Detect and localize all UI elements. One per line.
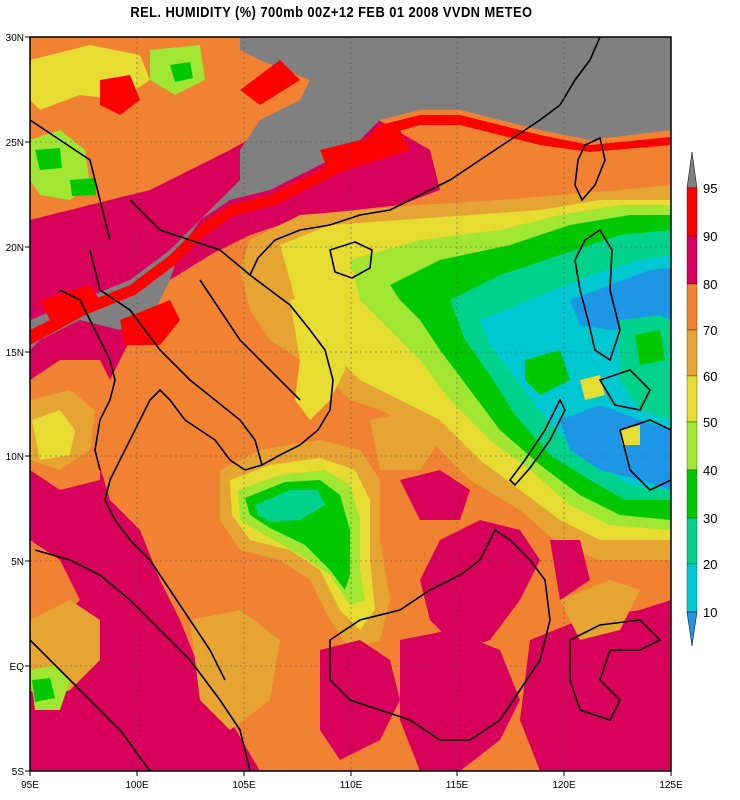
legend-label: 30 <box>703 511 717 526</box>
mindanao-coast <box>619 419 671 491</box>
lon-label: 95E <box>21 780 39 791</box>
field-30-40 <box>35 148 62 170</box>
field-90-95 <box>120 300 180 345</box>
borneo-coast <box>329 528 551 741</box>
legend-swatch-above-95 <box>686 151 698 189</box>
field-90-95 <box>240 60 300 105</box>
page-title: REL. HUMIDITY (%) 700mb 00Z+12 FEB 01 20… <box>130 4 533 21</box>
lon-label: 105E <box>232 780 256 791</box>
legend-swatch-20-30 <box>686 517 698 565</box>
country-border <box>199 279 301 401</box>
legend-swatch-40-50 <box>686 421 698 471</box>
field-60-70 <box>190 610 280 730</box>
lat-label: 25N <box>6 138 24 149</box>
legend-label: 40 <box>703 463 717 478</box>
field-90-95 <box>100 75 140 115</box>
field-80-90 <box>30 110 440 771</box>
lon-label: 120E <box>552 780 576 791</box>
field-30-40 <box>170 62 193 82</box>
legend-label: 10 <box>703 605 717 620</box>
field-50-60 <box>620 425 640 445</box>
field-80-90 <box>320 640 400 760</box>
country-border <box>30 119 111 241</box>
lon-label: 125E <box>659 780 683 791</box>
field-80-90 <box>400 470 470 520</box>
lat-label: EQ <box>10 662 25 673</box>
legend-swatch-90-95 <box>686 187 698 237</box>
lon-label: 115E <box>446 780 469 791</box>
lat-label: 30N <box>6 33 24 44</box>
field-below-10 <box>560 405 671 490</box>
field-30-40 <box>70 178 96 196</box>
luzon-coast <box>574 228 621 362</box>
legend-label: 90 <box>703 229 717 244</box>
sumatra-coast <box>34 549 251 771</box>
coastlines <box>30 37 671 771</box>
legend-label: 95 <box>703 181 717 196</box>
legend-label: 80 <box>703 277 717 292</box>
lon-label: 100E <box>125 780 149 791</box>
lat-label: 15N <box>6 348 24 359</box>
vietnam-coast <box>244 274 334 471</box>
field-30-40 <box>635 330 665 365</box>
legend-swatch-70-80 <box>686 283 698 331</box>
legend-swatch-10-20 <box>686 563 698 613</box>
palawan-coast <box>508 398 566 487</box>
myanmar-coast <box>59 289 116 471</box>
legend-swatch-below-10 <box>686 611 698 647</box>
legend-label: 50 <box>703 415 717 430</box>
country-border <box>129 199 251 276</box>
china-coast <box>249 37 601 276</box>
field-90-95 <box>40 285 100 320</box>
field-30-40 <box>32 678 55 702</box>
tick-marks <box>25 36 672 776</box>
field-50-60 <box>580 375 605 400</box>
sumatra-coast-south <box>30 639 151 771</box>
sulawesi-coast <box>569 619 662 721</box>
field-90-95 <box>320 130 410 175</box>
field-80-90 <box>420 520 540 650</box>
field-60-70 <box>370 410 440 470</box>
lat-label: 10N <box>6 452 24 463</box>
field-30-40 <box>525 350 570 395</box>
legend-label: 70 <box>703 323 717 338</box>
field-above-95 <box>30 37 671 350</box>
field-60-70 <box>560 580 640 640</box>
visayas-coast <box>598 369 651 411</box>
field-80-90 <box>520 600 671 771</box>
thailand-coast <box>104 388 246 681</box>
hainan-coast <box>329 241 373 279</box>
legend-label: 60 <box>703 369 717 384</box>
lat-label: 5N <box>11 557 24 568</box>
taiwan-coast <box>574 136 606 202</box>
country-border <box>89 249 263 466</box>
field-20-30 <box>255 490 325 522</box>
legend-swatch-80-90 <box>686 235 698 285</box>
legend-label: 20 <box>703 557 717 572</box>
humidity-fields <box>30 37 671 771</box>
lat-tick-labels: 30N 25N 20N 15N 10N 5N EQ 5S <box>6 33 25 778</box>
field-50-60 <box>32 410 75 460</box>
field-80-90 <box>400 630 520 771</box>
gridlines <box>30 37 671 771</box>
color-legend: 95 90 80 70 60 50 40 30 20 10 <box>686 151 717 647</box>
lat-label: 5S <box>12 767 25 778</box>
lon-label: 110E <box>340 780 363 791</box>
lon-tick-labels: 95E 100E 105E 110E 115E 120E 125E <box>21 780 683 791</box>
legend-swatch-30-40 <box>686 469 698 519</box>
legend-swatch-50-60 <box>686 375 698 423</box>
legend-swatch-60-70 <box>686 329 698 377</box>
field-80-90 <box>550 540 590 600</box>
lat-label: 20N <box>6 243 24 254</box>
